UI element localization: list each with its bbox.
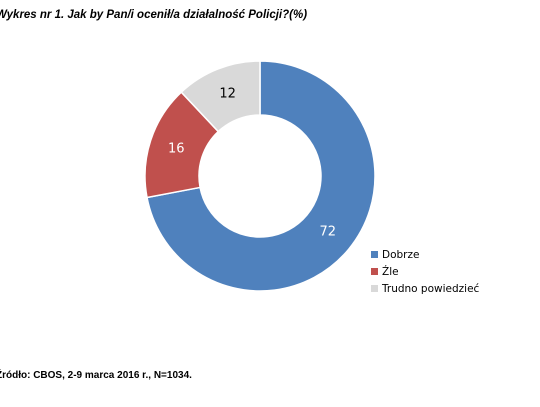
donut-slices bbox=[144, 60, 376, 292]
legend-item-zle: Źle bbox=[371, 263, 479, 280]
legend-item-trudno-powiedziec: Trudno powiedzieć bbox=[371, 280, 479, 297]
source-note: Źródło: CBOS, 2-9 marca 2016 r., N=1034. bbox=[0, 370, 192, 381]
slice-value-label-trudno-powiedziec: 12 bbox=[219, 87, 236, 102]
legend-label-zle: Źle bbox=[382, 265, 399, 278]
slice-value-label-zle: 16 bbox=[168, 141, 185, 156]
chart-title: Wykres nr 1. Jak by Pan/i ocenił/a dział… bbox=[0, 9, 308, 21]
donut-slice-labels: 72 16 12 bbox=[168, 87, 336, 240]
legend: Dobrze Źle Trudno powiedzieć bbox=[371, 246, 479, 297]
slice-trudno-powiedziec bbox=[180, 60, 261, 133]
legend-swatch-dobrze bbox=[371, 251, 378, 258]
legend-swatch-zle bbox=[371, 268, 378, 275]
legend-swatch-trudno-powiedziec bbox=[371, 285, 378, 292]
legend-item-dobrze: Dobrze bbox=[371, 246, 479, 263]
slice-dobrze bbox=[146, 60, 376, 292]
legend-label-trudno-powiedziec: Trudno powiedzieć bbox=[382, 282, 480, 295]
slice-value-label-dobrze: 72 bbox=[320, 225, 337, 240]
legend-label-dobrze: Dobrze bbox=[382, 248, 420, 261]
